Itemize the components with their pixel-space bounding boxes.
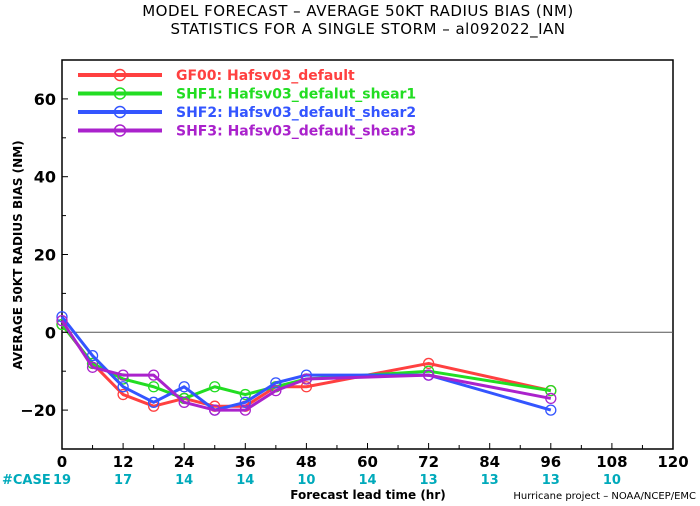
case-count: 13 [420,473,438,488]
x-tick-label: 0 [57,453,67,471]
data-point [178,381,190,393]
x-tick-label: 72 [418,453,439,471]
data-point [239,396,251,408]
data-point [270,377,282,389]
legend-marker-3 [113,105,127,119]
data-point [300,373,313,385]
legend-marker-1 [113,68,127,82]
case-count-label: #CASE [2,473,51,488]
y-tick-label: 60 [34,90,56,109]
case-count: 13 [481,473,499,488]
data-point [147,381,160,393]
data-point [178,396,190,408]
data-point [422,369,435,381]
case-count: 10 [297,473,315,488]
series-line-3 [60,315,552,412]
x-tick-label: 36 [235,453,256,471]
data-point [545,392,557,405]
x-tick-label: 96 [540,453,561,471]
legend-label-3: SHF2: Hafsv03_default_shear2 [176,105,416,121]
y-axis-label: AVERAGE 50KT RADIUS BIAS (NM) [11,140,25,369]
x-tick-label: 60 [357,453,378,471]
data-point [270,384,282,397]
data-point [209,404,221,416]
y-tick-label: 40 [34,168,56,187]
case-count: 14 [175,473,193,488]
data-point [117,381,129,393]
x-axis-label: Forecast lead time (hr) [290,488,446,502]
legend-marker-4 [113,124,127,137]
data-point [300,381,313,393]
case-count: 14 [358,473,376,488]
data-point [422,357,435,370]
x-tick-label: 108 [596,453,627,471]
x-tick-label: 12 [113,453,134,471]
credit-text: Hurricane project – NOAA/NCEP/EMC [513,491,696,502]
x-tick-label: 120 [657,453,688,471]
data-point [86,349,99,362]
case-count: 10 [603,473,621,488]
legend-label-4: SHF3: Hafsv03_default_shear3 [176,124,416,140]
case-count: 19 [53,473,71,488]
chart-subtitle: STATISTICS FOR A SINGLE STORM – al092022… [170,20,566,38]
data-point [117,369,129,381]
x-tick-label: 48 [296,453,317,471]
y-tick-label: 0 [45,323,56,342]
data-point [117,388,129,401]
data-point [147,396,160,408]
data-point [86,361,99,373]
x-tick-label: 84 [479,453,500,471]
case-count: 13 [542,473,560,488]
case-count: 17 [114,473,132,488]
data-point [545,384,557,397]
data-point [56,314,68,327]
data-point [239,404,251,416]
y-tick-label: −20 [20,401,56,420]
y-tick-label: 20 [34,246,56,265]
legend-label-2: SHF1: Hafsv03_defalut_shear1 [176,87,416,103]
data-point [147,369,160,381]
chart-title: MODEL FORECAST – AVERAGE 50KT RADIUS BIA… [142,2,574,20]
data-point [209,381,221,393]
data-point [545,404,557,416]
legend-marker-2 [113,87,127,100]
legend-label-1: GF00: Hafsv03_default [176,68,355,84]
data-point [239,388,251,401]
case-count: 14 [236,473,254,488]
x-tick-label: 24 [174,453,195,471]
series-line-4 [60,319,552,412]
